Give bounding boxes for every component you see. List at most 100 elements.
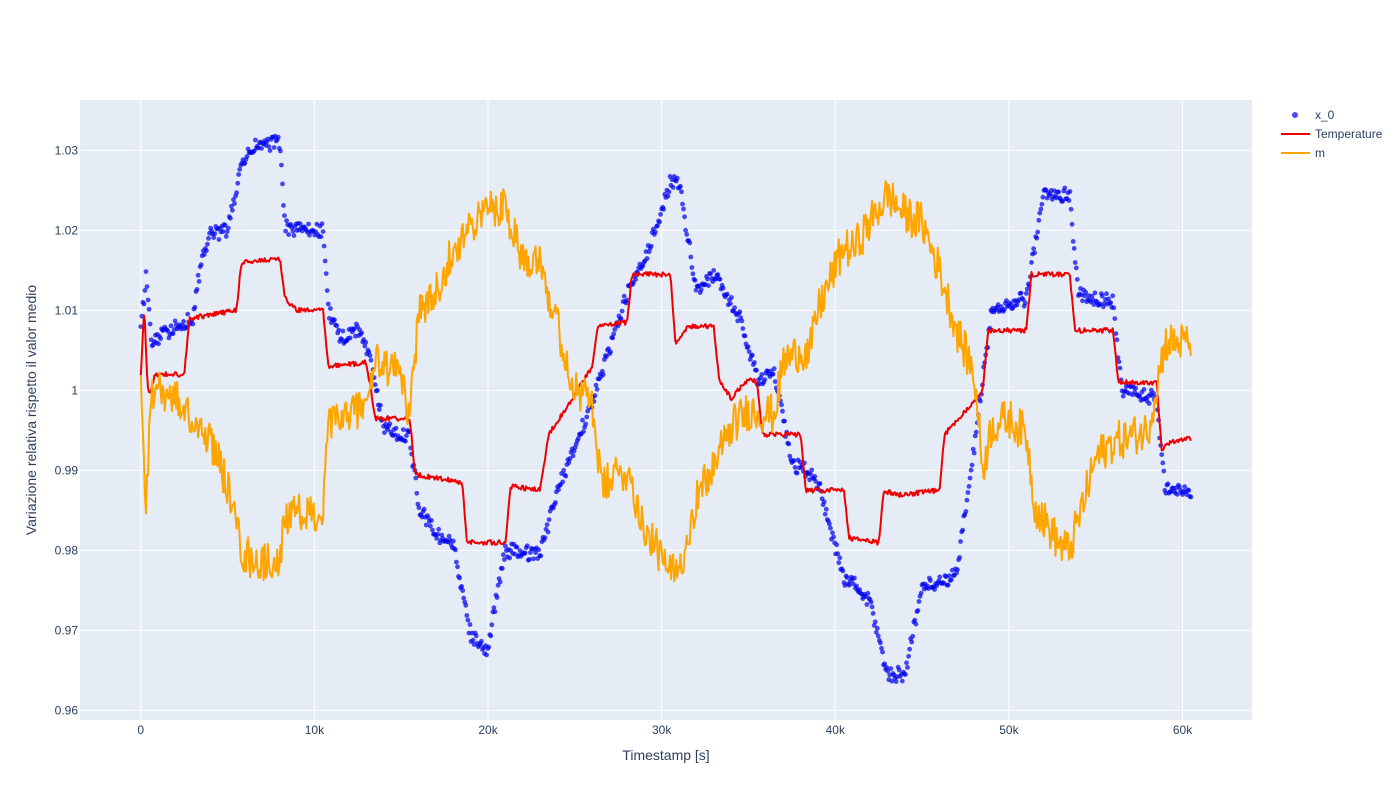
data-point (1072, 260, 1078, 265)
data-point (958, 539, 963, 544)
data-point (657, 219, 662, 225)
data-point (610, 335, 616, 341)
data-point (945, 582, 951, 588)
y-tick-labels: 0.96 0.97 0.98 0.99 1 1.01 1.02 1.03 (55, 143, 79, 717)
data-point (425, 515, 431, 521)
series-m-line (139, 180, 1192, 583)
data-point (1074, 277, 1080, 282)
data-point (194, 287, 200, 292)
data-point (319, 221, 325, 227)
data-point (450, 538, 456, 544)
data-point (619, 308, 625, 314)
data-point (680, 201, 685, 207)
y-tick-label: 1.02 (55, 223, 79, 237)
data-point (575, 436, 581, 441)
data-point (158, 336, 164, 342)
y-tick-label: 1.01 (55, 303, 79, 317)
data-point (742, 333, 748, 339)
data-point (745, 344, 751, 350)
data-point (584, 414, 590, 420)
series-Temperature-line (139, 256, 1192, 546)
data-point (1035, 229, 1041, 235)
data-point (237, 167, 243, 172)
data-point (376, 407, 382, 412)
data-point (585, 408, 591, 414)
data-point (912, 617, 918, 623)
data-point (899, 678, 905, 684)
data-point (878, 640, 883, 646)
data-point (1066, 198, 1072, 203)
data-point (181, 319, 186, 324)
y-tick-label: 0.97 (55, 623, 79, 637)
data-point (528, 550, 533, 555)
data-point (594, 386, 600, 392)
data-point (224, 229, 230, 235)
data-point (291, 233, 297, 238)
data-point (328, 306, 333, 311)
data-point (813, 479, 819, 484)
data-point (737, 309, 743, 315)
legend-item-x_0[interactable]: x_0 (1292, 108, 1335, 122)
data-point (604, 354, 609, 359)
data-point (336, 327, 342, 333)
data-point (283, 228, 288, 234)
data-point (280, 181, 285, 187)
data-point (869, 604, 875, 610)
data-point (592, 393, 598, 398)
data-point (190, 321, 196, 327)
data-point (267, 148, 273, 154)
data-point (830, 530, 835, 536)
data-point (201, 252, 207, 257)
data-point (223, 234, 229, 239)
legend-item-m[interactable]: m (1281, 146, 1325, 160)
data-point (1022, 300, 1028, 306)
data-point (486, 644, 492, 650)
legend-item-Temperature[interactable]: Temperature (1281, 127, 1383, 141)
data-point (423, 522, 429, 528)
data-point (903, 672, 908, 677)
data-point (1160, 460, 1166, 466)
data-point (467, 622, 473, 627)
data-point (284, 218, 289, 224)
data-point (1018, 290, 1024, 296)
data-point (715, 272, 721, 278)
data-point (1067, 189, 1073, 194)
data-point (192, 304, 198, 310)
data-point (282, 213, 287, 219)
data-point (963, 509, 969, 514)
data-point (571, 448, 577, 454)
data-point (739, 318, 745, 324)
x-tick-label: 20k (478, 723, 498, 737)
data-point (580, 417, 585, 423)
data-point (138, 324, 144, 329)
legend[interactable]: x_0 Temperature m (1281, 108, 1383, 160)
data-point (822, 511, 828, 517)
data-point (414, 490, 420, 496)
data-point (786, 441, 792, 447)
data-point (387, 421, 393, 427)
data-point (965, 490, 971, 495)
data-point (318, 234, 324, 240)
data-point (791, 458, 797, 464)
data-point (211, 235, 217, 241)
data-point (146, 306, 152, 312)
data-point (904, 660, 909, 666)
data-point (172, 318, 178, 324)
data-point (545, 529, 551, 535)
data-point (840, 568, 846, 574)
data-point (1089, 293, 1095, 299)
data-point (1141, 387, 1147, 392)
data-point (885, 668, 891, 674)
data-point (271, 145, 277, 150)
data-point (465, 617, 471, 623)
data-point (363, 339, 369, 345)
x-tick-label: 30k (652, 723, 672, 737)
data-point (321, 243, 327, 249)
data-point (948, 577, 954, 583)
data-point (297, 221, 303, 227)
data-point (873, 629, 879, 635)
data-point (874, 625, 880, 631)
data-point (1146, 401, 1152, 406)
data-point (581, 429, 586, 434)
data-point (880, 649, 885, 655)
